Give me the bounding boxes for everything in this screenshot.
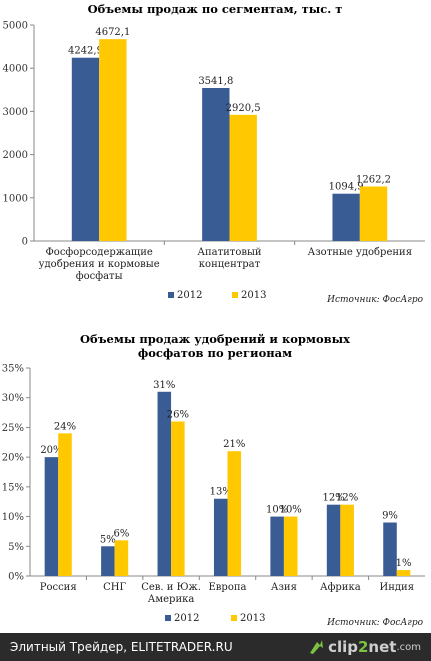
legend-swatch (232, 292, 238, 298)
source-note: Источник: ФосАгро (326, 618, 423, 628)
chart-title: фосфатов по регионам (138, 346, 292, 360)
legend-swatch (165, 615, 171, 621)
data-label: 3541,8 (198, 76, 233, 87)
category-label: Апатитовый (197, 247, 262, 258)
data-label: 12% (322, 493, 344, 504)
brand-suffix: .com (396, 641, 421, 653)
bar-2012 (157, 391, 172, 576)
y-tick-label: 5000 (3, 21, 28, 32)
category-label: СНГ (103, 582, 126, 593)
data-label: 21% (223, 439, 245, 450)
bar-2012 (332, 193, 360, 241)
bar-2012 (270, 516, 284, 576)
category-label: Африка (320, 582, 361, 593)
bar-2012 (383, 522, 397, 576)
legend-swatch (231, 615, 237, 621)
bar-2013 (171, 421, 185, 576)
footer-bar: Элитный Трейдер, ELITETRADER.RU clip 2 net… (0, 633, 431, 661)
data-label: 9% (382, 511, 398, 522)
bar-2012 (44, 457, 59, 576)
data-label: 20% (40, 445, 62, 456)
data-label: 1% (396, 558, 412, 569)
brand-clip: clip (328, 638, 358, 656)
source-note: Источник: ФосАгро (326, 295, 423, 305)
data-label: 24% (54, 421, 76, 432)
data-label: 2920,5 (226, 103, 261, 114)
data-label: 6% (113, 528, 129, 539)
bar-2012 (202, 87, 230, 242)
bar-2012 (101, 546, 115, 576)
data-label: 4242,9 (68, 46, 103, 57)
legend-label: 2012 (177, 290, 202, 301)
category-label: фосфаты (76, 271, 123, 282)
chart-segments: Объемы продаж по сегментам, тыс. т 0 1000 2… (3, 2, 425, 305)
legend-label: 2012 (174, 613, 199, 624)
category-label: Европа (209, 582, 247, 593)
y-tick-label: 10% (2, 512, 24, 523)
category-label: концентрат (199, 259, 261, 270)
data-label: 4672,1 (95, 27, 130, 38)
bar-2013 (114, 540, 129, 576)
data-label: 12% (336, 493, 358, 504)
bar-2013 (227, 451, 242, 576)
y-tick-label: 20% (2, 453, 24, 464)
y-tick-label: 30% (2, 393, 24, 404)
bar-2013 (99, 39, 127, 241)
data-label: 10% (280, 505, 302, 516)
data-label: 31% (153, 380, 175, 391)
bar-2013 (359, 186, 388, 241)
y-tick-label: 4000 (3, 64, 28, 75)
data-label: 5% (100, 534, 116, 545)
chart-regions: Объемы продаж удобрений и кормовыхфосфат… (2, 332, 425, 628)
data-label: 1262,2 (356, 174, 391, 185)
bar-2012 (326, 504, 341, 576)
bar-2013 (283, 516, 298, 576)
bar-2013 (229, 114, 257, 241)
category-label: Азия (271, 582, 297, 593)
y-tick-label: 35% (2, 364, 24, 375)
y-tick-label: 0 (22, 237, 28, 248)
y-tick-label: 2000 (3, 150, 28, 161)
y-tick-label: 15% (2, 482, 24, 493)
data-label: 26% (167, 409, 189, 420)
category-label: Азотные удобрения (308, 247, 412, 258)
data-label: 10% (266, 505, 288, 516)
legend-label: 2013 (240, 613, 265, 624)
category-label: Индия (380, 582, 415, 593)
data-label: 1094,9 (329, 182, 364, 193)
y-tick-label: 5% (8, 542, 24, 553)
brand-net: net (368, 638, 397, 656)
category-label: удобрения и кормовые (39, 259, 160, 270)
clip2net-logo[interactable]: clip 2 net .com (308, 638, 421, 656)
bar-2012 (213, 498, 228, 576)
bar-2013 (396, 570, 411, 576)
brand-two: 2 (357, 638, 369, 656)
bar-2012 (71, 57, 100, 241)
arrow-icon (310, 640, 324, 654)
category-label: Фосфорсодержащие (46, 247, 153, 258)
legend-swatch (168, 292, 174, 298)
chart-title: Объемы продаж удобрений и кормовых (80, 332, 350, 346)
bar-2013 (340, 504, 354, 576)
footer-site-text: Элитный Трейдер, ELITETRADER.RU (10, 640, 233, 654)
y-tick-label: 25% (2, 423, 24, 434)
category-label: Россия (40, 582, 77, 593)
legend-label: 2013 (241, 290, 266, 301)
chart-title: Объемы продаж по сегментам, тыс. т (88, 2, 343, 16)
y-tick-label: 1000 (3, 193, 28, 204)
data-label: 13% (210, 487, 232, 498)
category-label: Сев. и Юж. (141, 582, 201, 593)
y-tick-label: 3000 (3, 107, 28, 118)
category-label: Америка (148, 594, 195, 605)
bar-2013 (58, 433, 72, 576)
y-tick-label: 0% (8, 572, 24, 583)
